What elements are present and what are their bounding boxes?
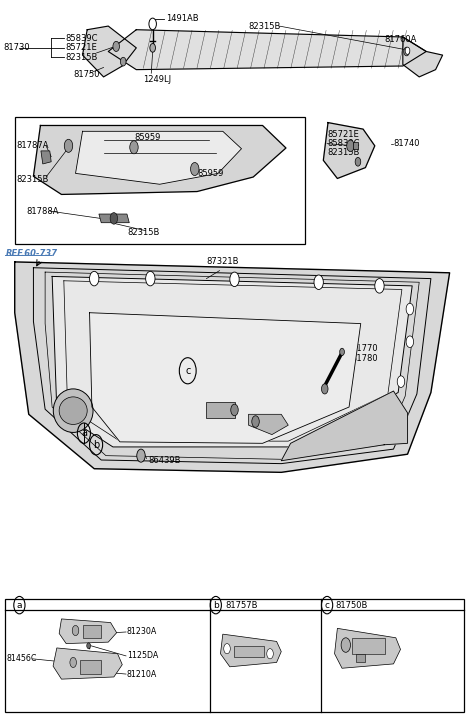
Polygon shape bbox=[76, 132, 242, 184]
Bar bbox=[80, 659, 101, 674]
Polygon shape bbox=[99, 214, 129, 222]
Text: 81210A: 81210A bbox=[127, 670, 157, 678]
Text: 81740: 81740 bbox=[393, 139, 420, 148]
Circle shape bbox=[121, 57, 126, 66]
Circle shape bbox=[267, 648, 273, 659]
Polygon shape bbox=[323, 123, 375, 178]
Circle shape bbox=[130, 141, 138, 154]
Circle shape bbox=[340, 348, 344, 356]
Circle shape bbox=[110, 212, 118, 224]
Circle shape bbox=[231, 404, 238, 416]
Bar bbox=[83, 624, 101, 638]
Text: 81750: 81750 bbox=[73, 71, 100, 79]
Polygon shape bbox=[53, 648, 122, 679]
Circle shape bbox=[113, 41, 120, 52]
Text: 81730: 81730 bbox=[3, 44, 30, 52]
Text: 1125DA: 1125DA bbox=[127, 651, 158, 660]
Circle shape bbox=[405, 47, 410, 55]
Text: 85959: 85959 bbox=[134, 132, 160, 142]
Polygon shape bbox=[108, 30, 426, 70]
Circle shape bbox=[404, 47, 409, 56]
Bar bbox=[5, 599, 464, 712]
Text: 1491AB: 1491AB bbox=[166, 15, 198, 23]
Polygon shape bbox=[59, 619, 117, 643]
Text: b: b bbox=[93, 440, 99, 450]
Polygon shape bbox=[334, 628, 401, 668]
Circle shape bbox=[355, 158, 361, 166]
Polygon shape bbox=[220, 634, 281, 667]
Circle shape bbox=[406, 303, 414, 315]
Text: 81750B: 81750B bbox=[335, 601, 368, 610]
Circle shape bbox=[64, 140, 73, 153]
Circle shape bbox=[190, 163, 199, 175]
Text: 81780: 81780 bbox=[351, 354, 378, 363]
Text: 87321B: 87321B bbox=[206, 257, 239, 266]
Text: 81738A: 81738A bbox=[249, 403, 281, 411]
Text: 82315B: 82315B bbox=[327, 148, 359, 157]
Text: 81760A: 81760A bbox=[384, 35, 416, 44]
Circle shape bbox=[347, 140, 354, 152]
Text: 85839C: 85839C bbox=[327, 139, 360, 148]
Text: 85959: 85959 bbox=[197, 169, 223, 178]
Polygon shape bbox=[249, 414, 288, 435]
Polygon shape bbox=[15, 262, 450, 473]
Ellipse shape bbox=[53, 389, 93, 433]
Text: 82315B: 82315B bbox=[16, 174, 48, 184]
Text: 85721E: 85721E bbox=[65, 44, 97, 52]
Text: 1249LJ: 1249LJ bbox=[144, 75, 172, 84]
Circle shape bbox=[314, 275, 323, 289]
Polygon shape bbox=[281, 391, 408, 461]
Polygon shape bbox=[83, 26, 136, 77]
Text: 81163: 81163 bbox=[288, 382, 315, 391]
Circle shape bbox=[406, 336, 414, 348]
Bar bbox=[15, 117, 305, 244]
Circle shape bbox=[146, 271, 155, 286]
Text: 82315B: 82315B bbox=[127, 228, 159, 238]
Circle shape bbox=[150, 44, 156, 52]
Text: 86439B: 86439B bbox=[148, 457, 181, 465]
Text: 85839C: 85839C bbox=[65, 34, 98, 43]
Polygon shape bbox=[41, 151, 51, 164]
Bar bbox=[352, 638, 385, 654]
Circle shape bbox=[321, 384, 328, 394]
Circle shape bbox=[252, 416, 259, 427]
Circle shape bbox=[230, 272, 239, 286]
Text: a: a bbox=[81, 428, 87, 438]
Circle shape bbox=[90, 271, 99, 286]
Text: 81788A: 81788A bbox=[26, 206, 59, 216]
Text: REF.60-737: REF.60-737 bbox=[5, 249, 58, 257]
Circle shape bbox=[397, 376, 405, 387]
Circle shape bbox=[87, 643, 91, 648]
Text: c: c bbox=[185, 366, 190, 376]
Ellipse shape bbox=[59, 397, 87, 425]
Bar bbox=[356, 654, 365, 662]
Text: c: c bbox=[325, 601, 330, 610]
Circle shape bbox=[137, 449, 145, 462]
Circle shape bbox=[149, 18, 156, 30]
Circle shape bbox=[341, 638, 350, 652]
Text: 81757B: 81757B bbox=[225, 601, 257, 610]
Circle shape bbox=[70, 657, 76, 667]
Bar bbox=[206, 402, 234, 418]
Text: 81456C: 81456C bbox=[7, 654, 37, 663]
Text: 81230A: 81230A bbox=[127, 627, 157, 636]
Polygon shape bbox=[52, 276, 412, 447]
Polygon shape bbox=[33, 126, 286, 194]
Circle shape bbox=[72, 625, 79, 635]
Text: a: a bbox=[16, 601, 22, 610]
Text: 82315B: 82315B bbox=[65, 53, 98, 62]
Text: 81770: 81770 bbox=[351, 345, 378, 353]
Polygon shape bbox=[403, 37, 443, 77]
Text: 82315B: 82315B bbox=[249, 22, 281, 31]
Text: b: b bbox=[213, 601, 219, 610]
Text: 81787A: 81787A bbox=[16, 141, 49, 150]
Circle shape bbox=[375, 278, 384, 293]
Bar bbox=[234, 646, 264, 656]
Polygon shape bbox=[90, 313, 361, 443]
Text: 85721E: 85721E bbox=[327, 130, 359, 140]
Circle shape bbox=[224, 643, 230, 654]
